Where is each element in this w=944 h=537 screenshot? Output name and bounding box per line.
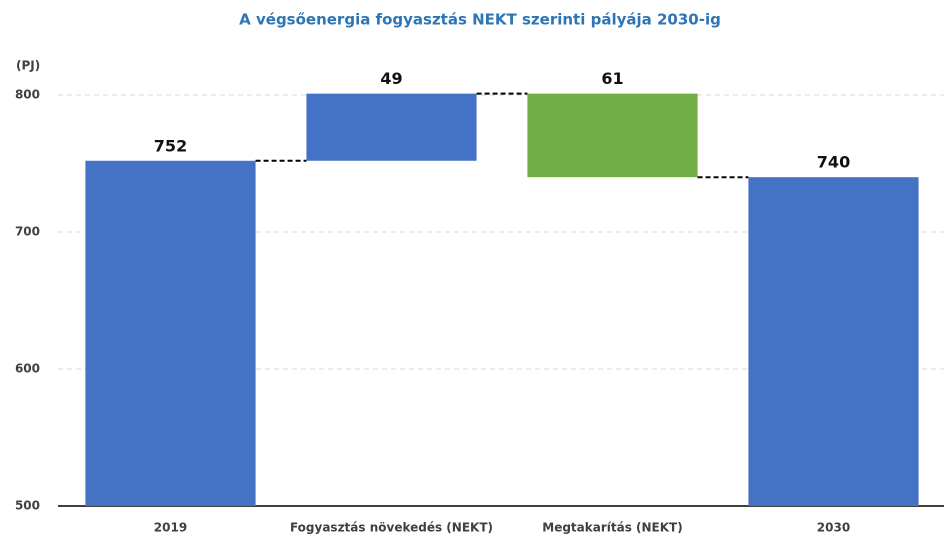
data-label: 752 — [154, 136, 187, 155]
y-tick-label: 500 — [15, 499, 40, 513]
x-tick-label: 2030 — [817, 521, 850, 535]
y-tick-label: 800 — [15, 88, 40, 102]
x-tick-label: 2019 — [154, 521, 187, 535]
chart-title: A végsőenergia fogyasztás NEKT szerinti … — [239, 11, 721, 29]
data-label: 49 — [380, 69, 402, 88]
x-tick-label: Fogyasztás növekedés (NEKT) — [290, 521, 493, 535]
y-tick-label: 700 — [15, 225, 40, 239]
bar — [306, 93, 477, 161]
y-tick-label: 600 — [15, 362, 40, 376]
data-label: 61 — [601, 69, 623, 88]
x-tick-label: Megtakarítás (NEKT) — [542, 521, 682, 535]
bar — [748, 177, 919, 506]
bar — [527, 93, 698, 178]
y-axis-label: (PJ) — [16, 59, 40, 73]
bar — [85, 160, 256, 506]
data-label: 740 — [817, 153, 850, 172]
